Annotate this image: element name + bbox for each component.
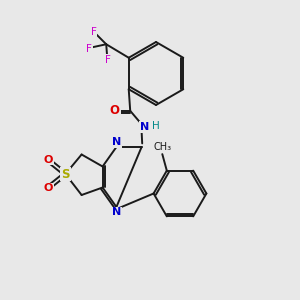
Text: N: N [112,137,121,147]
Text: F: F [86,44,92,54]
Text: O: O [110,104,120,117]
Text: N: N [112,207,121,218]
Text: CH₃: CH₃ [153,142,171,152]
Text: F: F [105,55,111,65]
Text: O: O [43,183,53,194]
Text: F: F [91,27,97,37]
Text: H: H [152,121,160,131]
Text: O: O [43,154,53,165]
Text: S: S [61,167,70,181]
Text: N: N [140,122,149,132]
